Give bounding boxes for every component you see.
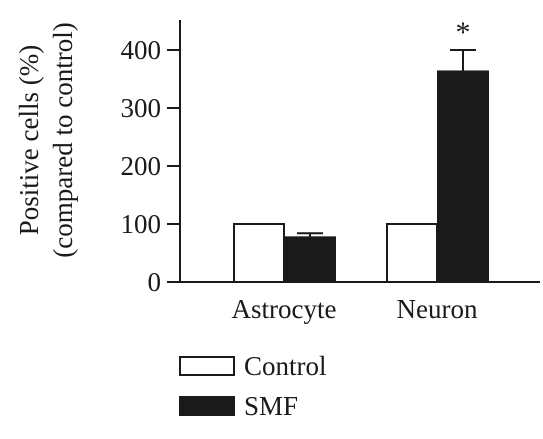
y-tick-label: 0	[148, 267, 162, 297]
y-tick-label: 400	[121, 35, 162, 65]
bar-smf-neuron	[437, 70, 489, 283]
category-label: Neuron	[397, 294, 478, 324]
bars	[233, 49, 489, 283]
y-axis-label: Positive cells (%)	[14, 45, 44, 235]
bar-smf-astrocyte	[284, 236, 336, 283]
y-tick-label: 200	[121, 151, 162, 181]
significance-asterisk: *	[456, 16, 471, 49]
labels: 0 100 200 300 400 Positive cells (%) (compared…	[14, 16, 478, 324]
category-label: Astrocyte	[232, 294, 337, 324]
y-tick-label: 300	[121, 93, 162, 123]
legend-swatch-control	[179, 356, 235, 376]
y-tick-label: 100	[121, 209, 162, 239]
legend: Control SMF	[179, 351, 327, 421]
bar-control-astrocyte	[233, 223, 285, 283]
y-axis-label: (compared to control)	[48, 22, 78, 257]
legend-label: Control	[244, 351, 327, 381]
legend-label: SMF	[244, 391, 298, 421]
bar-control-neuron	[386, 223, 438, 283]
legend-swatch-smf	[179, 396, 235, 416]
